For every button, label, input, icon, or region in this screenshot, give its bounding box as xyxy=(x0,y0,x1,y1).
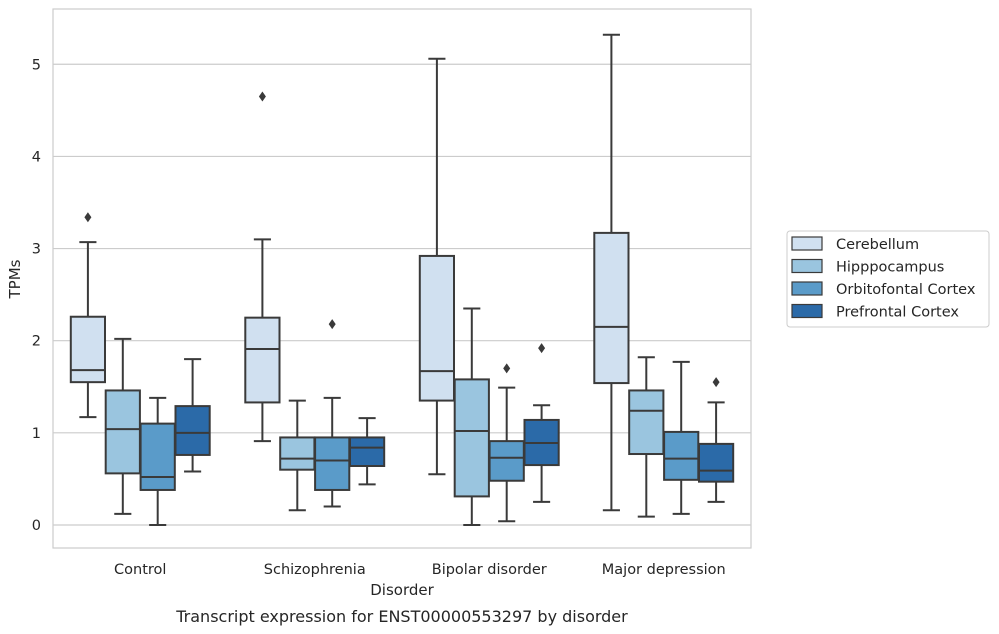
legend-swatch xyxy=(791,281,823,296)
x-tick-labels: Control Schizophrenia Bipolar disorder Majo… xyxy=(114,562,726,578)
box-iqr xyxy=(279,436,316,471)
box-iqr xyxy=(314,436,351,491)
outlier-point xyxy=(538,343,546,354)
box-series xyxy=(69,33,735,526)
box-iqr xyxy=(139,422,176,491)
legend-label: Orbitofontal Cortex xyxy=(836,282,976,298)
box-iqr xyxy=(488,440,525,482)
outlier-point xyxy=(84,212,92,223)
box-cerebellum xyxy=(593,33,630,512)
box-iqr xyxy=(663,430,700,481)
box-orbitofontal-cortex xyxy=(663,360,700,515)
legend-label: Cerebellum xyxy=(836,237,919,253)
box-orbitofontal-cortex xyxy=(139,396,176,526)
box-orbitofontal-cortex xyxy=(488,363,525,523)
plot-frame xyxy=(52,8,752,549)
y-tick-labels: 0 1 2 3 4 5 xyxy=(32,57,41,534)
box-hipppocampus xyxy=(104,337,141,515)
legend: Cerebellum Hipppocampus Orbitofontal Corte… xyxy=(786,230,990,328)
box-hipppocampus xyxy=(628,356,665,518)
x-tick-label: Major depression xyxy=(602,562,726,578)
outlier-point xyxy=(712,377,720,388)
box-prefrontal-cortex xyxy=(174,358,211,473)
x-tick-label: Bipolar disorder xyxy=(432,562,547,578)
box-iqr xyxy=(593,231,630,385)
legend-items: Cerebellum Hipppocampus Orbitofontal Corte… xyxy=(791,236,976,321)
x-tick-label: Schizophrenia xyxy=(264,562,366,578)
outlier-point xyxy=(328,319,336,330)
box-prefrontal-cortex xyxy=(523,343,560,503)
box-iqr xyxy=(174,405,211,456)
outlier-point xyxy=(258,91,266,102)
box-hipppocampus xyxy=(279,399,316,512)
box-iqr xyxy=(348,436,386,467)
legend-swatch xyxy=(791,258,823,274)
box-cerebellum xyxy=(418,57,456,476)
legend-label: Prefrontal Cortex xyxy=(836,305,959,321)
x-tick-label: Control xyxy=(114,562,166,578)
y-tick-label: 3 xyxy=(32,242,41,258)
box-iqr xyxy=(104,389,141,475)
box-prefrontal-cortex xyxy=(697,377,735,503)
box-hipppocampus xyxy=(453,307,490,526)
legend-frame xyxy=(786,230,990,328)
y-tick-label: 0 xyxy=(32,518,41,534)
box-iqr xyxy=(69,315,107,384)
x-axis-label: Disorder xyxy=(370,581,434,599)
legend-label: Hipppocampus xyxy=(836,260,944,276)
box-iqr xyxy=(697,442,735,483)
box-prefrontal-cortex xyxy=(348,417,386,486)
outlier-point xyxy=(503,363,511,374)
legend-swatch xyxy=(791,303,823,319)
y-axis-label: TPMs xyxy=(6,259,24,299)
y-tick-label: 1 xyxy=(32,426,41,442)
y-tick-label: 2 xyxy=(32,334,41,350)
box-iqr xyxy=(628,389,665,456)
box-cerebellum xyxy=(69,212,107,419)
y-tick-label: 5 xyxy=(32,57,41,73)
box-orbitofontal-cortex xyxy=(314,319,351,508)
box-iqr xyxy=(453,378,490,498)
chart-caption: Transcript expression for ENST0000055329… xyxy=(175,607,628,626)
box-iqr xyxy=(244,316,281,404)
box-cerebellum xyxy=(244,91,281,443)
legend-swatch xyxy=(791,236,823,251)
y-tick-label: 4 xyxy=(32,149,41,165)
box-iqr xyxy=(418,254,456,402)
